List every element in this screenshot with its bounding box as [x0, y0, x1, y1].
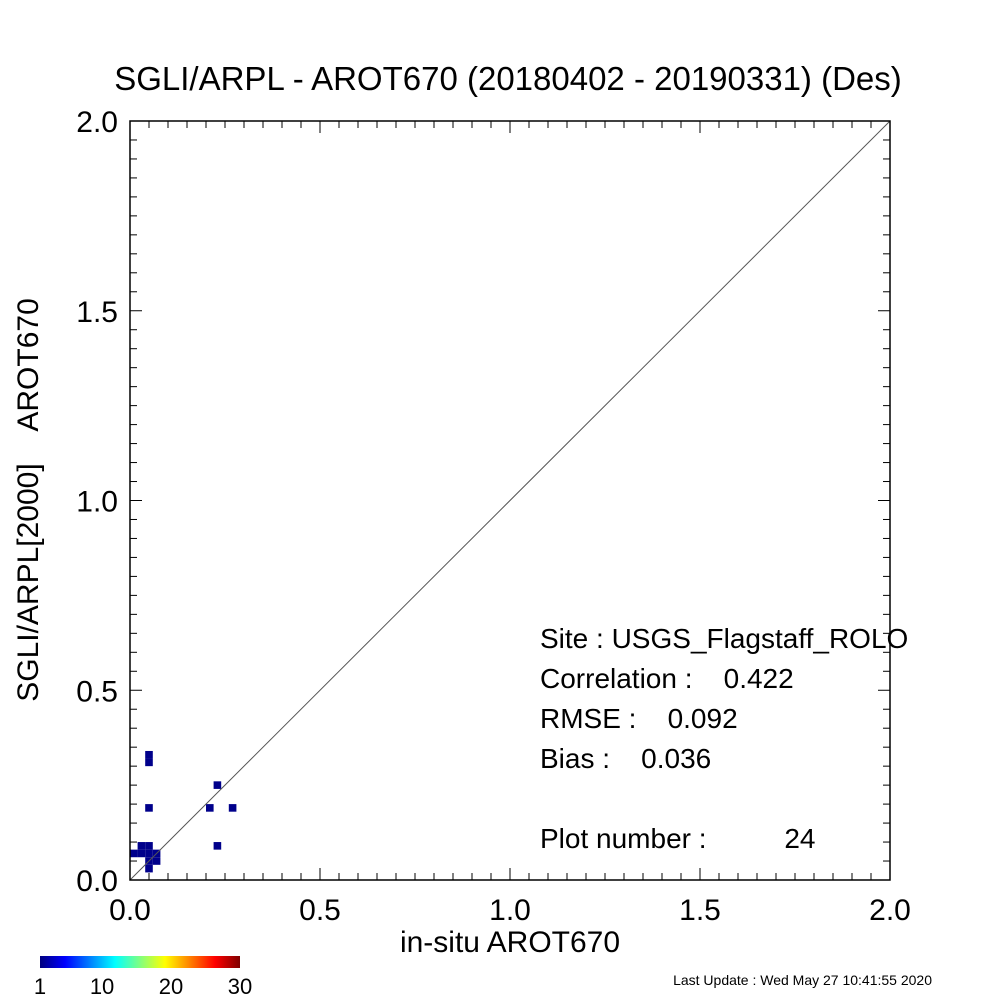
- x-tick-label: 1.5: [679, 894, 721, 927]
- heatmap-bin: [137, 849, 146, 858]
- heatmap-bin: [145, 849, 153, 858]
- stats-correlation: Correlation : 0.422: [540, 663, 794, 694]
- stats-rmse: RMSE : 0.092: [540, 703, 738, 734]
- x-tick-label: 0.5: [299, 894, 341, 927]
- heatmap-bin: [145, 804, 153, 812]
- y-tick-label: 0.0: [76, 865, 118, 898]
- colorbar-tick-labels: 1 10 20 30: [34, 974, 252, 999]
- y-axis-label: SGLI/ARPL[2000] AROT670: [12, 298, 45, 702]
- heatmap-bin: [130, 849, 138, 858]
- stats-site: Site : USGS_Flagstaff_ROLO: [540, 623, 908, 654]
- stats-plot-number: Plot number : 24: [540, 823, 815, 854]
- one-to-one-line: [129, 120, 891, 881]
- x-axis-label: in-situ AROT670: [400, 926, 620, 959]
- y-tick-label: 1.5: [76, 296, 118, 329]
- heatmap-bin: [145, 758, 153, 767]
- heatmap-bins: [130, 750, 237, 873]
- heatmap-bin: [228, 804, 237, 812]
- colorbar-tick-label: 1: [34, 974, 46, 999]
- x-tick-label: 1.0: [489, 894, 531, 927]
- colorbar-tick-label: 10: [90, 974, 114, 999]
- stats-bias: Bias : 0.036: [540, 743, 711, 774]
- heatmap-bin: [145, 750, 153, 759]
- y-tick-label: 2.0: [76, 106, 118, 139]
- colorbar: [40, 956, 240, 968]
- stats-box: Site : USGS_Flagstaff_ROLO Correlation :…: [540, 623, 908, 854]
- y-tick-labels: 0.0 0.5 1.0 1.5 2.0: [76, 106, 118, 898]
- heatmap-bin: [213, 781, 222, 789]
- last-update-text: Last Update : Wed May 27 10:41:55 2020: [673, 972, 932, 988]
- minor-ticks: [129, 120, 891, 881]
- x-tick-label: 0.0: [109, 894, 151, 927]
- colorbar-tick-label: 20: [159, 974, 183, 999]
- heatmap-bin: [213, 842, 222, 850]
- x-tick-labels: 0.0 0.5 1.0 1.5 2.0: [109, 894, 911, 927]
- heatmap-bin: [152, 857, 161, 865]
- y-tick-label: 1.0: [76, 486, 118, 519]
- colorbar-tick-label: 30: [228, 974, 252, 999]
- heatmap-bin: [206, 804, 214, 812]
- x-tick-label: 2.0: [869, 894, 911, 927]
- heatmap-bin: [137, 842, 146, 850]
- y-tick-label: 0.5: [76, 675, 118, 708]
- heatmap-bin: [145, 864, 153, 873]
- heatmap-bin: [145, 842, 153, 850]
- chart-title: SGLI/ARPL - AROT670 (20180402 - 20190331…: [114, 60, 902, 97]
